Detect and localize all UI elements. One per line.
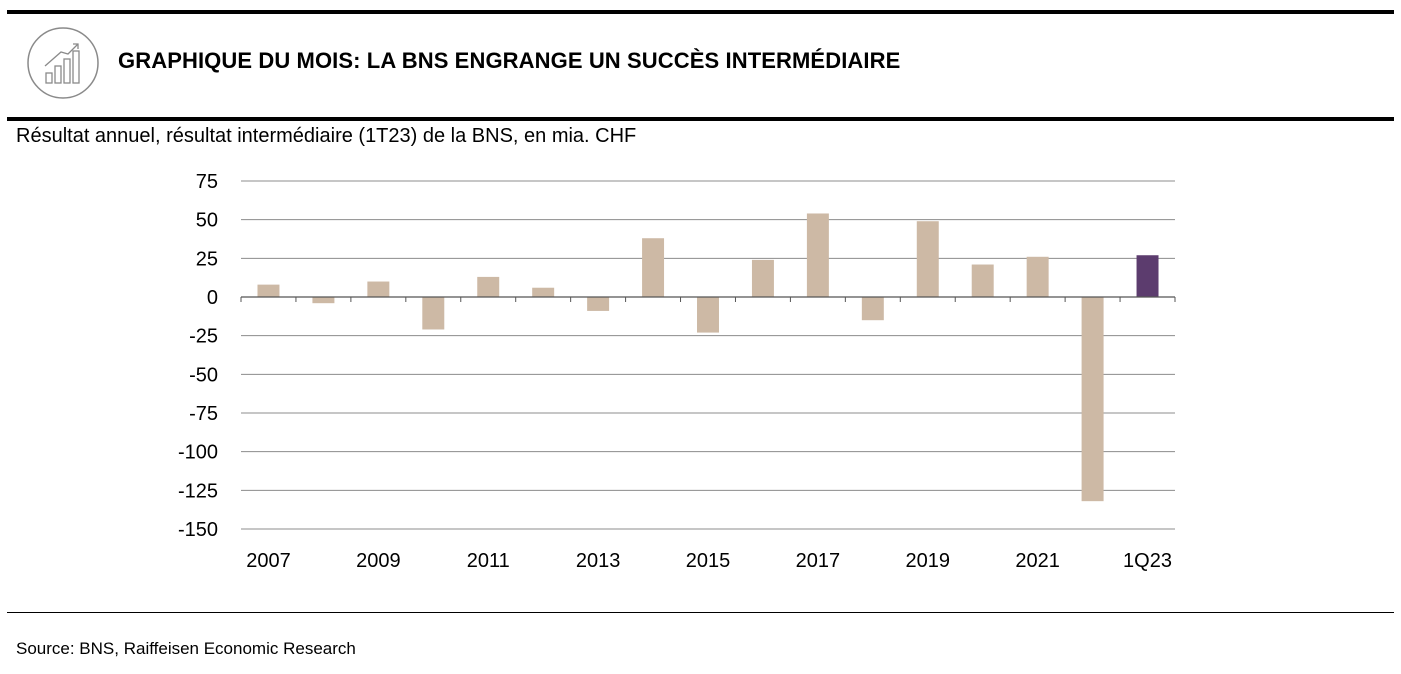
x-tick-label: 2011 (467, 550, 510, 572)
bar-2018 (861, 297, 884, 321)
y-tick-label: -25 (189, 326, 218, 348)
y-tick-label: 0 (207, 287, 218, 309)
bar-2007 (257, 284, 280, 297)
bar-2013 (587, 297, 610, 311)
label-layer: 75 50 25 0 -25 -50 -75 -100 -125 -150 2007 2009 2011… (178, 171, 1172, 572)
bar-2020 (971, 264, 994, 297)
y-tick-label: -125 (178, 480, 218, 502)
chart-subtitle: Résultat annuel, résultat intermédiaire … (16, 125, 637, 147)
bar-2019 (916, 221, 939, 297)
y-tick-label: 25 (196, 248, 218, 270)
bar-2015 (697, 297, 719, 333)
bar-2011 (477, 276, 500, 297)
x-tick-label: 2017 (796, 550, 841, 572)
bar-2021 (1026, 256, 1049, 297)
bar-2010 (422, 297, 445, 330)
footer-divider (7, 612, 1394, 613)
bar-2014 (642, 238, 665, 297)
x-tick-label: 2021 (1015, 550, 1060, 572)
y-tick-label: -100 (178, 442, 218, 464)
bar-2012 (532, 287, 555, 297)
x-tick-label: 1Q23 (1123, 550, 1172, 572)
source-note: Source: BNS, Raiffeisen Economic Researc… (16, 639, 356, 658)
y-tick-label: -75 (189, 403, 218, 425)
bar-2009 (367, 281, 390, 297)
y-tick-label: -150 (178, 519, 218, 541)
bar-2022 (1081, 297, 1104, 502)
bar-2017 (806, 213, 829, 297)
bar-layer (257, 213, 1159, 502)
bar-1Q23 (1136, 255, 1159, 297)
bar-2016 (751, 259, 774, 297)
bar-chart-growth-icon (27, 27, 99, 99)
bar-2008 (312, 297, 335, 304)
x-tick-label: 2009 (356, 550, 401, 572)
x-tick-label: 2015 (686, 550, 731, 572)
page-title: GRAPHIQUE DU MOIS: LA BNS ENGRANGE UN SU… (118, 48, 901, 73)
header-divider (7, 117, 1394, 121)
x-tick-label: 2007 (246, 550, 291, 572)
bar-chart: 75 50 25 0 -25 -50 -75 -100 -125 -150 2007 2009 2011… (178, 171, 1176, 572)
x-tick-label: 2019 (906, 550, 951, 572)
y-tick-label: -50 (189, 364, 218, 386)
x-tick-label: 2013 (576, 550, 621, 572)
top-rule (7, 10, 1394, 14)
y-tick-label: 75 (196, 171, 218, 193)
y-tick-label: 50 (196, 210, 218, 232)
grid-layer (241, 180, 1175, 530)
axis-layer (240, 296, 1176, 302)
